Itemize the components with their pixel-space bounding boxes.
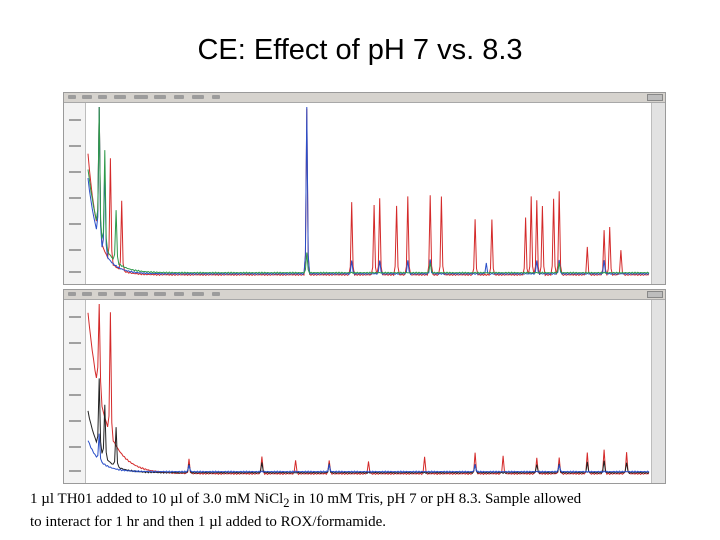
bottom-trace-black [87,378,650,475]
top-electropherogram-plot [87,106,650,277]
bottom-panel-menubar [64,290,665,300]
top-trace-red [87,106,650,277]
slide-title: CE: Effect of pH 7 vs. 8.3 [197,34,523,66]
bottom-trace-blue [87,433,650,474]
bottom-panel-scrollbar[interactable] [651,300,665,483]
top-panel-window-buttons[interactable] [647,94,663,101]
top-panel-scrollbar[interactable] [651,103,665,284]
bottom-electropherogram-panel [63,289,666,484]
top-panel-menubar [64,93,665,103]
bottom-electropherogram-plot [87,303,650,476]
caption-subscript: 2 [283,496,290,510]
caption-line2: to interact for 1 hr and then 1 µl added… [30,514,387,530]
top-trace-green [87,106,650,275]
top-electropherogram-panel [63,92,666,285]
caption-line1-rest: in 10 mM Tris, pH 7 or pH 8.3. Sample al… [289,491,582,507]
slide-caption: 1 µl TH01 added to 10 µl of 3.0 mM NiCl2… [30,490,710,532]
bottom-panel-window-buttons[interactable] [647,291,663,298]
bottom-panel-y-axis [64,300,86,483]
top-trace-blue [87,106,650,276]
caption-line1: 1 µl TH01 added to 10 µl of 3.0 mM NiCl [30,491,284,507]
top-panel-y-axis [64,103,86,284]
bottom-trace-red [87,303,650,476]
